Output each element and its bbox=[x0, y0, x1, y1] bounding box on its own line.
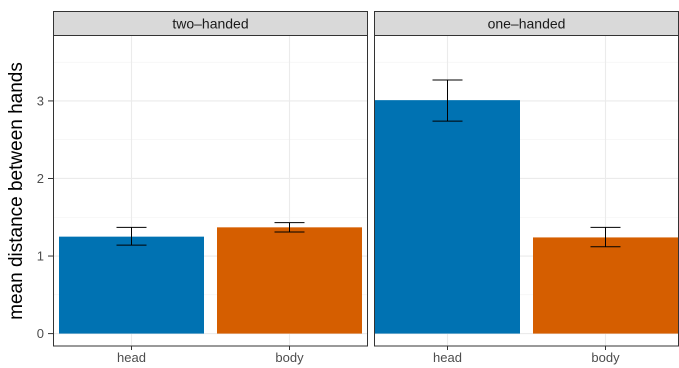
bar-head bbox=[375, 100, 520, 334]
x-tick-label: head bbox=[117, 350, 146, 365]
bar-head bbox=[59, 236, 204, 334]
panel-1: head body two–handed bbox=[53, 11, 368, 365]
y-tick-label: 2 bbox=[37, 171, 44, 186]
y-axis-title: mean distance between hands bbox=[6, 62, 27, 320]
y-tick-label: 0 bbox=[37, 326, 44, 341]
bar-body bbox=[217, 227, 362, 334]
y-tick-label: 3 bbox=[37, 93, 44, 108]
facet-strip bbox=[53, 11, 368, 36]
panel-2: head body one–handed bbox=[374, 11, 679, 365]
bar-body bbox=[533, 237, 678, 334]
panels: head body two–handed head body one–handed bbox=[53, 11, 679, 365]
y-tick-label: 1 bbox=[37, 249, 44, 264]
x-tick-label: body bbox=[591, 350, 620, 365]
facet-strip-label: two–handed bbox=[172, 16, 248, 32]
x-tick-label: head bbox=[433, 350, 462, 365]
y-axis: 0 1 2 3 bbox=[37, 93, 53, 341]
x-tick-label: body bbox=[275, 350, 304, 365]
facet-strip bbox=[374, 11, 679, 36]
facet-strip-label: one–handed bbox=[488, 16, 566, 32]
